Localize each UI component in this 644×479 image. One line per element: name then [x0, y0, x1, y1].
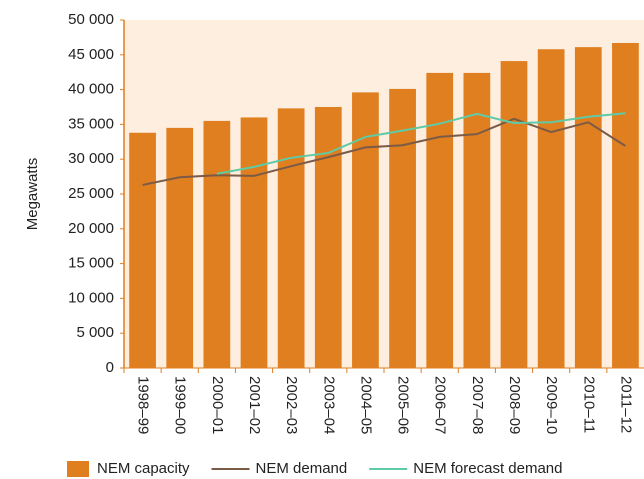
y-tick-label: 25 000 [68, 185, 114, 202]
x-tick-label: 2003–04 [320, 376, 337, 434]
x-tick-label: 2006–07 [432, 376, 449, 434]
plot-background [124, 20, 644, 368]
y-tick-label: 35 000 [68, 115, 114, 132]
x-tick-label: 2007–08 [469, 376, 486, 434]
bar [240, 117, 268, 368]
legend-label: NEM capacity [97, 460, 190, 477]
x-tick-label: 2008–09 [506, 376, 523, 434]
x-tick-label: 2002–03 [283, 376, 300, 434]
x-tick-label: 1998–99 [135, 376, 152, 434]
y-tick-label: 0 [106, 359, 114, 376]
y-axis-title: Megawatts [24, 158, 41, 231]
bar [352, 92, 379, 368]
y-tick-label: 15 000 [68, 255, 114, 272]
x-tick-label: 2009–10 [543, 376, 560, 434]
y-tick-label: 20 000 [68, 220, 114, 237]
y-tick-label: 40 000 [68, 81, 114, 98]
y-tick-label: 50 000 [68, 11, 114, 28]
bar [463, 72, 491, 369]
line [216, 112, 626, 175]
y-tick-label: 10 000 [68, 289, 114, 306]
legend-label: NEM forecast demand [413, 460, 562, 477]
legend-label: NEM demand [256, 460, 348, 477]
x-tick-label: 2004–05 [357, 376, 374, 434]
bar [203, 120, 231, 368]
x-tick-label: 2010–11 [580, 376, 597, 433]
bar [129, 132, 156, 368]
bar [166, 127, 194, 368]
bar [314, 107, 342, 368]
bar [277, 108, 305, 368]
line [142, 117, 626, 186]
y-tick-label: 5 000 [76, 324, 114, 341]
bar [537, 49, 565, 369]
y-tick-label: 30 000 [68, 150, 114, 167]
y-tick-label: 45 000 [68, 46, 114, 63]
x-tick-label: 2011–12 [617, 376, 634, 433]
bar [500, 61, 528, 369]
bar [574, 47, 602, 368]
bar [389, 88, 416, 369]
x-tick-label: 1999–00 [172, 376, 189, 434]
bar [612, 42, 639, 369]
x-tick-label: 2001–02 [246, 376, 263, 434]
x-tick-label: 2005–06 [395, 376, 412, 434]
legend-swatch [67, 461, 89, 477]
bar [426, 72, 454, 369]
x-tick-label: 2000–01 [209, 376, 226, 434]
